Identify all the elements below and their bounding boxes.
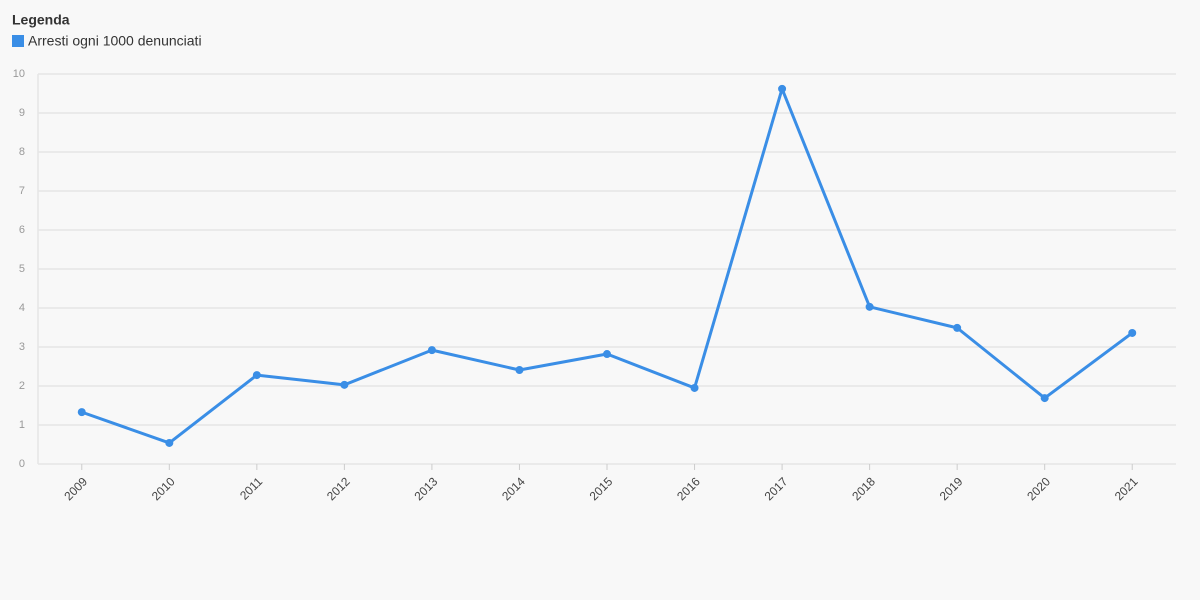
y-tick-label: 9 [19, 107, 25, 119]
y-tick-label: 8 [19, 146, 25, 158]
legend-label[interactable]: Arresti ogni 1000 denunciati [28, 33, 202, 49]
point [953, 323, 962, 332]
y-tick-label: 1 [19, 419, 25, 431]
x-tick-label: 2014 [499, 474, 528, 503]
point [77, 408, 86, 417]
point [252, 371, 261, 380]
x-tick-label: 2009 [61, 474, 90, 503]
y-tick-label: 4 [19, 302, 25, 314]
point [165, 438, 174, 447]
y-tick-label: 0 [19, 458, 25, 470]
x-tick-label: 2013 [412, 474, 441, 503]
y-tick-label: 10 [13, 68, 25, 80]
point [778, 84, 787, 93]
y-tick-label: 7 [19, 185, 25, 197]
y-tick-label: 6 [19, 224, 25, 236]
x-tick-label: 2017 [762, 474, 791, 503]
x-tick-label: 2012 [324, 474, 353, 503]
point [603, 350, 611, 359]
point [865, 302, 874, 311]
point [340, 380, 349, 389]
x-tick-label: 2016 [674, 474, 703, 503]
x-tick-label: 2018 [849, 474, 878, 503]
point [427, 346, 436, 355]
legend-swatch [12, 35, 24, 47]
x-tick-label: 2015 [587, 474, 616, 503]
point [690, 383, 699, 392]
point [1128, 328, 1137, 337]
y-tick-label: 2 [19, 380, 25, 392]
x-tick-label: 2010 [149, 474, 178, 503]
line [81, 87, 1134, 445]
x-tick-label: 2011 [237, 474, 265, 502]
x-tick-label: 2020 [1024, 474, 1053, 503]
y-tick-label: 5 [19, 263, 25, 275]
x-tick-label: 2019 [937, 474, 966, 503]
legend-title: Legenda [12, 12, 70, 28]
point [515, 366, 524, 375]
x-tick-label: 2021 [1112, 474, 1141, 503]
y-tick-label: 3 [19, 341, 25, 353]
point [1040, 394, 1049, 403]
